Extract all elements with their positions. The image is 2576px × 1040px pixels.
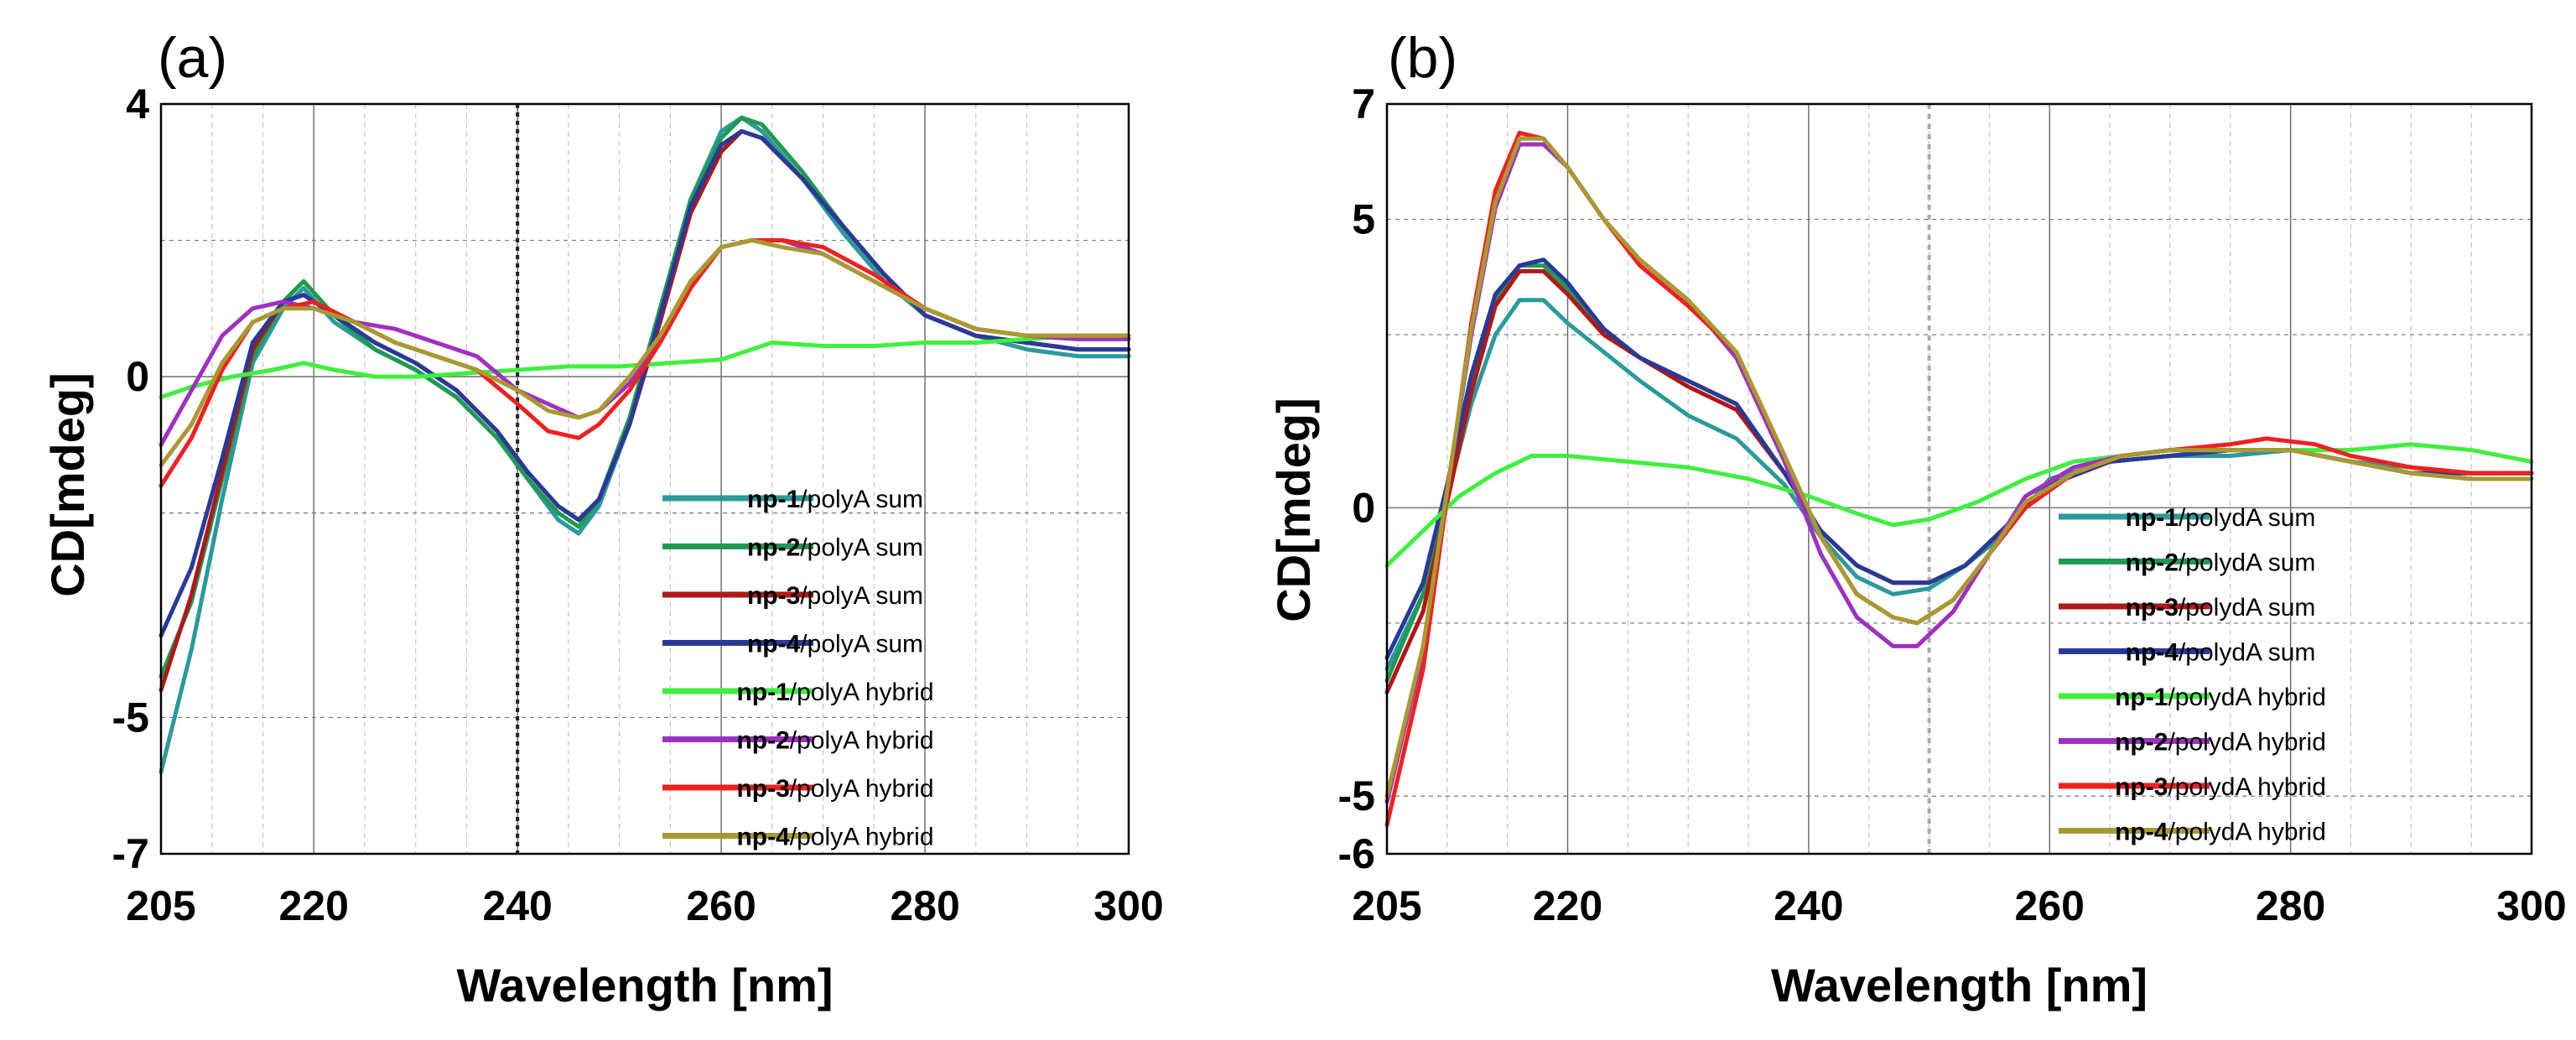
chart-0-x-tick-label: 280 <box>890 882 959 929</box>
chart-1-legend-entry-0: np-1/polydA sum <box>2126 504 2316 532</box>
chart-panel-b: 7 5 0 -5 -6 205 220 240 260 280 300 Wavelength [nm]… <box>1267 26 2567 1011</box>
chart-0-legend-entry-0: np-1/polyA sum <box>747 486 923 513</box>
chart-0-panel-label: (a) <box>158 26 227 90</box>
chart-1-legend-entry-id: np-1 <box>2126 504 2179 532</box>
chart-1-y-tick-label: 0 <box>1352 484 1375 531</box>
chart-0-legend-entry-id: np-2 <box>736 727 789 755</box>
chart-1-legend-entry-3: np-4/polydA sum <box>2126 639 2316 667</box>
chart-0-y-tick-label: -7 <box>112 830 149 877</box>
chart-1-series-5-line <box>1384 142 2534 804</box>
chart-1-legend-entry-5: np-2/polydA hybrid <box>2115 729 2326 757</box>
chart-1-legend-entry-6: np-3/polydA hybrid <box>2115 773 2326 801</box>
chart-1-x-tick-label: 205 <box>1352 882 1421 929</box>
chart-1-legend-entry-desc: /polydA hybrid <box>2168 684 2325 711</box>
chart-0-legend-entry-desc: /polyA hybrid <box>790 727 934 755</box>
chart-0-legend-entry-id: np-3 <box>736 775 789 803</box>
chart-0-legend-entry-desc: /polyA sum <box>800 534 923 562</box>
chart-1-y-tick-label: 5 <box>1352 196 1375 243</box>
chart-1-y-axis-title: CD[mdeg] <box>1267 398 1320 622</box>
chart-1-legend-entry-id: np-3 <box>2126 594 2179 621</box>
chart-0-y-tick-label: -5 <box>112 694 149 741</box>
chart-0-x-tick-label: 220 <box>278 882 348 929</box>
chart-0-legend-entry-id: np-2 <box>747 534 800 562</box>
chart-0-legend-entry-desc: /polyA hybrid <box>790 679 934 706</box>
chart-1-legend-entry-desc: /polydA sum <box>2179 594 2315 621</box>
chart-0-series-7-line <box>158 238 1131 468</box>
chart-1-legend-entry-desc: /polydA hybrid <box>2168 729 2325 757</box>
chart-0-x-axis-title: Wavelength [nm] <box>456 959 833 1011</box>
chart-0-x-tick-label: 260 <box>686 882 756 929</box>
chart-0-legend-entry-4: np-1/polyA hybrid <box>736 679 933 706</box>
chart-0-legend-entry-desc: /polyA hybrid <box>790 775 934 803</box>
chart-1-y-tick-label: 7 <box>1352 81 1375 127</box>
chart-1-legend-entry-id: np-4 <box>2115 819 2168 846</box>
chart-0-x-tick-label: 240 <box>482 882 552 929</box>
chart-0-legend-entry-5: np-2/polyA hybrid <box>736 727 933 755</box>
chart-0-plot-area <box>158 115 1131 774</box>
chart-0-series-2-line <box>158 129 1131 693</box>
chart-1-minor-grid <box>1446 104 2472 854</box>
chart-1-legend-entry-desc: /polydA sum <box>2179 639 2315 667</box>
chart-0-series-3-line <box>158 129 1131 638</box>
chart-0-legend-entry-id: np-3 <box>747 582 800 610</box>
chart-1-legend-entry-desc: /polydA sum <box>2179 549 2315 577</box>
chart-1-panel-label: (b) <box>1388 26 1457 90</box>
chart-1-x-tick-label: 280 <box>2256 882 2325 929</box>
chart-0-legend-entry-1: np-2/polyA sum <box>747 534 923 562</box>
chart-panel-a: 4 0 -5 -7 205 220 240 260 280 300 Wavelength [nm] C… <box>41 26 1164 1011</box>
chart-0-series-4-line <box>158 333 1131 399</box>
chart-0-plot-frame <box>159 102 1130 855</box>
chart-1-legend-entry-1: np-2/polydA sum <box>2126 549 2316 577</box>
chart-1-legend-entry-id: np-4 <box>2126 639 2179 667</box>
chart-0-y-axis-title: CD[mdeg] <box>41 372 94 597</box>
chart-1-legend-entry-id: np-2 <box>2126 549 2179 577</box>
chart-0-legend-entry-id: np-4 <box>736 824 790 851</box>
chart-1-x-tick-label: 240 <box>1774 882 1843 929</box>
chart-0-legend-entry-3: np-4/polyA sum <box>747 631 923 658</box>
chart-0-series-1-line <box>158 115 1131 679</box>
chart-0-legend-entry-desc: /polyA hybrid <box>790 824 934 851</box>
chart-0-minor-grid <box>211 104 1078 854</box>
chart-1-legend-entry-7: np-4/polydA hybrid <box>2115 819 2326 846</box>
chart-0-legend-entry-7: np-4/polyA hybrid <box>736 824 933 851</box>
chart-1-legend-entry-desc: /polydA hybrid <box>2168 819 2325 846</box>
chart-1-x-tick-label: 300 <box>2496 882 2566 929</box>
chart-1-series-1-line <box>1384 263 2534 684</box>
chart-0-legend-entry-id: np-1 <box>747 486 800 513</box>
chart-1-series-7-line <box>1384 136 2534 798</box>
chart-1-legend-entry-id: np-3 <box>2115 773 2168 801</box>
chart-1-legend-entry-id: np-1 <box>2115 684 2168 711</box>
chart-0-legend-entry-id: np-1 <box>736 679 789 706</box>
chart-0-x-tick-label: 205 <box>126 882 195 929</box>
chart-1-x-tick-label: 220 <box>1533 882 1602 929</box>
chart-0-legend-entry-id: np-4 <box>747 631 801 658</box>
chart-0-series-0-line <box>158 115 1131 774</box>
chart-1-y-tick-label: -6 <box>1338 830 1375 877</box>
chart-1-legend-entry-id: np-2 <box>2115 729 2168 757</box>
chart-1-legend-entry-2: np-3/polydA sum <box>2126 594 2316 621</box>
chart-0-legend-entry-6: np-3/polyA hybrid <box>736 775 933 803</box>
chart-1-plot-frame <box>1385 102 2533 855</box>
chart-1-series-0-line <box>1384 298 2534 672</box>
chart-0-legend-entry-desc: /polyA sum <box>800 486 923 513</box>
chart-1-plot-area <box>1384 130 2534 828</box>
chart-1-legend-entry-desc: /polydA hybrid <box>2168 773 2325 801</box>
chart-1-x-tick-label: 260 <box>2015 882 2085 929</box>
chart-0-legend-entry-desc: /polyA sum <box>800 631 923 658</box>
chart-0-y-tick-label: 0 <box>126 353 149 400</box>
chart-0-legend-entry-desc: /polyA sum <box>800 582 923 610</box>
chart-1-legend-entry-desc: /polydA sum <box>2179 504 2315 532</box>
chart-0-y-tick-label: 4 <box>126 81 149 127</box>
chart-1-series-6-line <box>1384 130 2534 828</box>
chart-1-y-tick-label: -5 <box>1338 772 1375 819</box>
chart-0-legend-entry-2: np-3/polyA sum <box>747 582 923 610</box>
chart-1-x-axis-title: Wavelength [nm] <box>1771 959 2148 1011</box>
chart-1-legend-entry-4: np-1/polydA hybrid <box>2115 684 2326 711</box>
chart-0-x-tick-label: 300 <box>1093 882 1163 929</box>
